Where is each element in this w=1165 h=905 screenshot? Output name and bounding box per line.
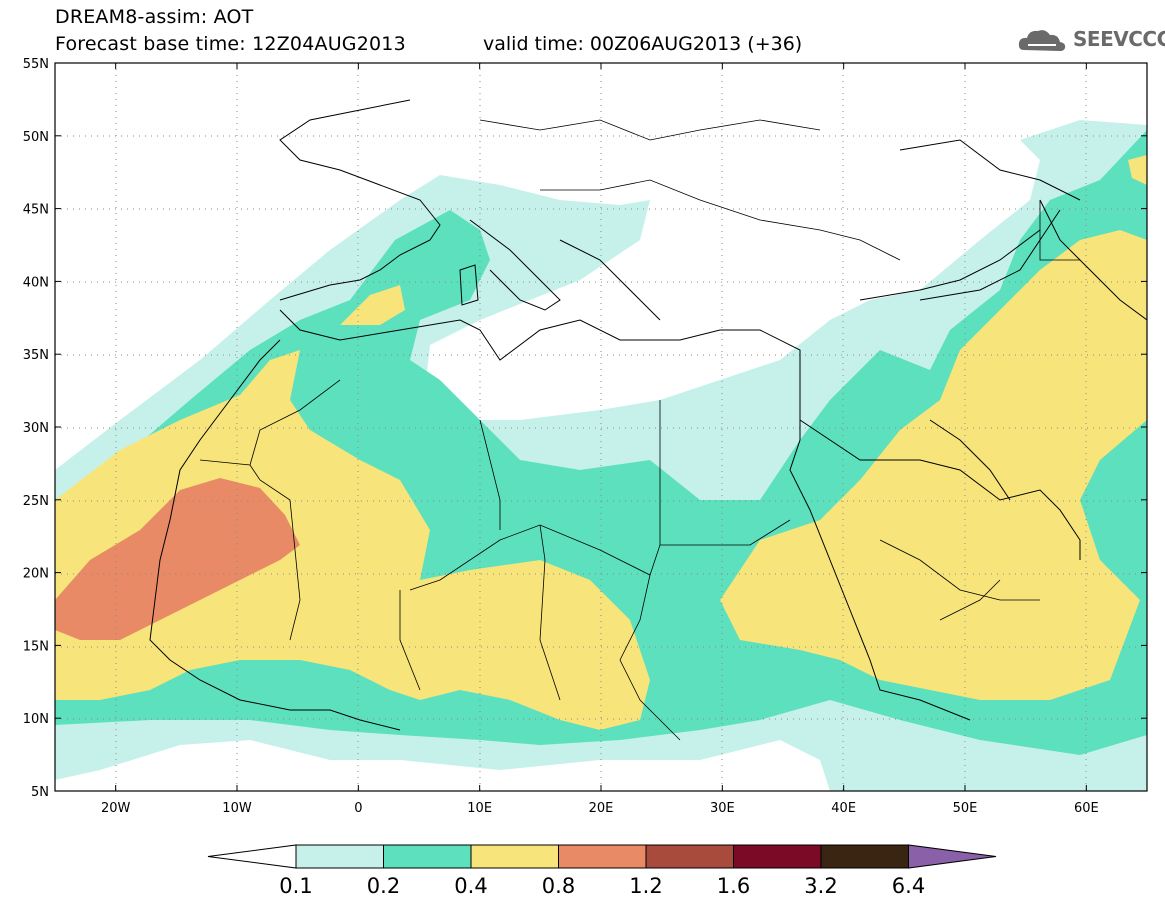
valid-time: valid time: 00Z06AUG2013 (+36) <box>483 33 803 55</box>
aot-band-04-west <box>55 350 650 730</box>
latitude-label: 10N <box>23 712 49 727</box>
legend-swatch <box>820 844 909 869</box>
aot-band-04-sardinia <box>340 285 405 325</box>
legend-swatch <box>733 844 822 869</box>
logo-text: SEEVCCC <box>1073 27 1165 51</box>
map-title: DREAM8-assim: AOT <box>55 6 254 28</box>
coastlines <box>149 99 1147 731</box>
legend-arrow-low <box>207 844 297 869</box>
longitude-labels: 20W 10W 0 10E 20E 30E 40E 50E 60E <box>101 801 1099 816</box>
legend-arrow-high <box>908 844 997 869</box>
legend-label: 6.4 <box>892 874 925 898</box>
legend-swatch <box>470 844 559 869</box>
latitude-label: 45N <box>23 203 49 218</box>
legend-label: 0.1 <box>279 874 312 898</box>
latitude-label: 15N <box>23 639 49 654</box>
legend-swatch <box>383 844 472 869</box>
longitude-label: 60E <box>1074 801 1099 816</box>
longitude-label: 20E <box>589 801 614 816</box>
legend-swatch <box>558 844 647 869</box>
latitude-label: 55N <box>23 57 49 72</box>
legend-label: 0.4 <box>454 874 487 898</box>
longitude-label: 20W <box>101 801 131 816</box>
latitude-label: 40N <box>23 275 49 290</box>
legend-label: 1.6 <box>717 874 750 898</box>
latitude-label: 20N <box>23 567 49 582</box>
aot-band-08 <box>55 478 300 640</box>
legend-label: 1.2 <box>629 874 662 898</box>
longitude-label: 40E <box>831 801 856 816</box>
longitude-label: 0 <box>354 801 362 816</box>
legend-label: 3.2 <box>804 874 837 898</box>
latitude-label: 50N <box>23 130 49 145</box>
borders <box>199 119 1080 741</box>
aot-band-04-east <box>720 230 1147 700</box>
legend-label: 0.2 <box>367 874 400 898</box>
latitude-label: 5N <box>31 785 49 800</box>
latitude-labels: 55N 50N 45N 40N 35N 30N 25N 20N 15N 10N 5N <box>23 57 49 800</box>
legend-swatch <box>645 844 734 869</box>
latitude-label: 30N <box>23 421 49 436</box>
forecast-base-time: Forecast base time: 12Z04AUG2013 <box>55 33 406 55</box>
cloud-logo-icon <box>1018 30 1066 51</box>
longitude-label: 10W <box>222 801 252 816</box>
longitude-label: 50E <box>953 801 978 816</box>
legend-label: 0.8 <box>542 874 575 898</box>
longitude-label: 30E <box>710 801 735 816</box>
legend-swatch <box>295 844 384 869</box>
latitude-label: 35N <box>23 348 49 363</box>
aot-band-04-ne <box>1128 155 1147 185</box>
latitude-label: 25N <box>23 494 49 509</box>
grid-lines <box>55 63 1147 791</box>
longitude-label: 10E <box>467 801 492 816</box>
